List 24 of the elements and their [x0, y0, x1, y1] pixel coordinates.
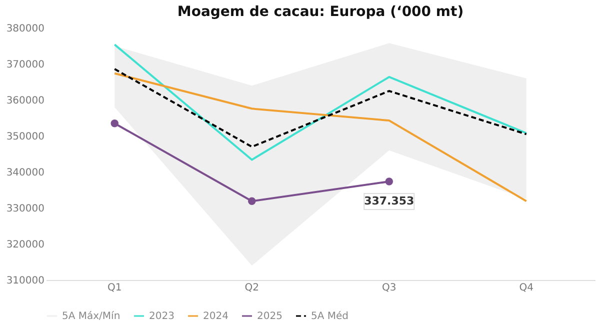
legend-label: 5A Máx/Mín [62, 311, 120, 322]
x-tick-label: Q1 [108, 282, 122, 294]
x-tick-label: Q2 [244, 282, 259, 294]
legend-label: 5A Méd [311, 311, 349, 322]
line-series [114, 44, 528, 161]
y-tick-label: 380000 [6, 24, 44, 34]
x-tick-label: Q3 [382, 282, 396, 294]
point [110, 120, 118, 128]
legend-label: 2025 [257, 311, 282, 322]
y-tick-label: 370000 [6, 60, 44, 70]
y-tick-label: 320000 [6, 240, 44, 250]
legend-label: 2024 [203, 311, 228, 322]
chart-title: Moagem de cacau: Europa (‘000 mt) [177, 4, 464, 20]
point [385, 178, 393, 186]
x-tick-label: Q4 [519, 282, 534, 294]
y-tick-label: 360000 [6, 96, 44, 106]
point [248, 197, 256, 206]
y-tick-label: 310000 [6, 276, 44, 286]
y-tick-label: 330000 [6, 204, 44, 214]
line-series [114, 68, 528, 148]
y-tick-label: 350000 [6, 132, 44, 142]
y-tick-label: 340000 [6, 168, 44, 178]
legend-label: 2023 [149, 311, 174, 322]
annotation: 337.353 [364, 194, 414, 208]
